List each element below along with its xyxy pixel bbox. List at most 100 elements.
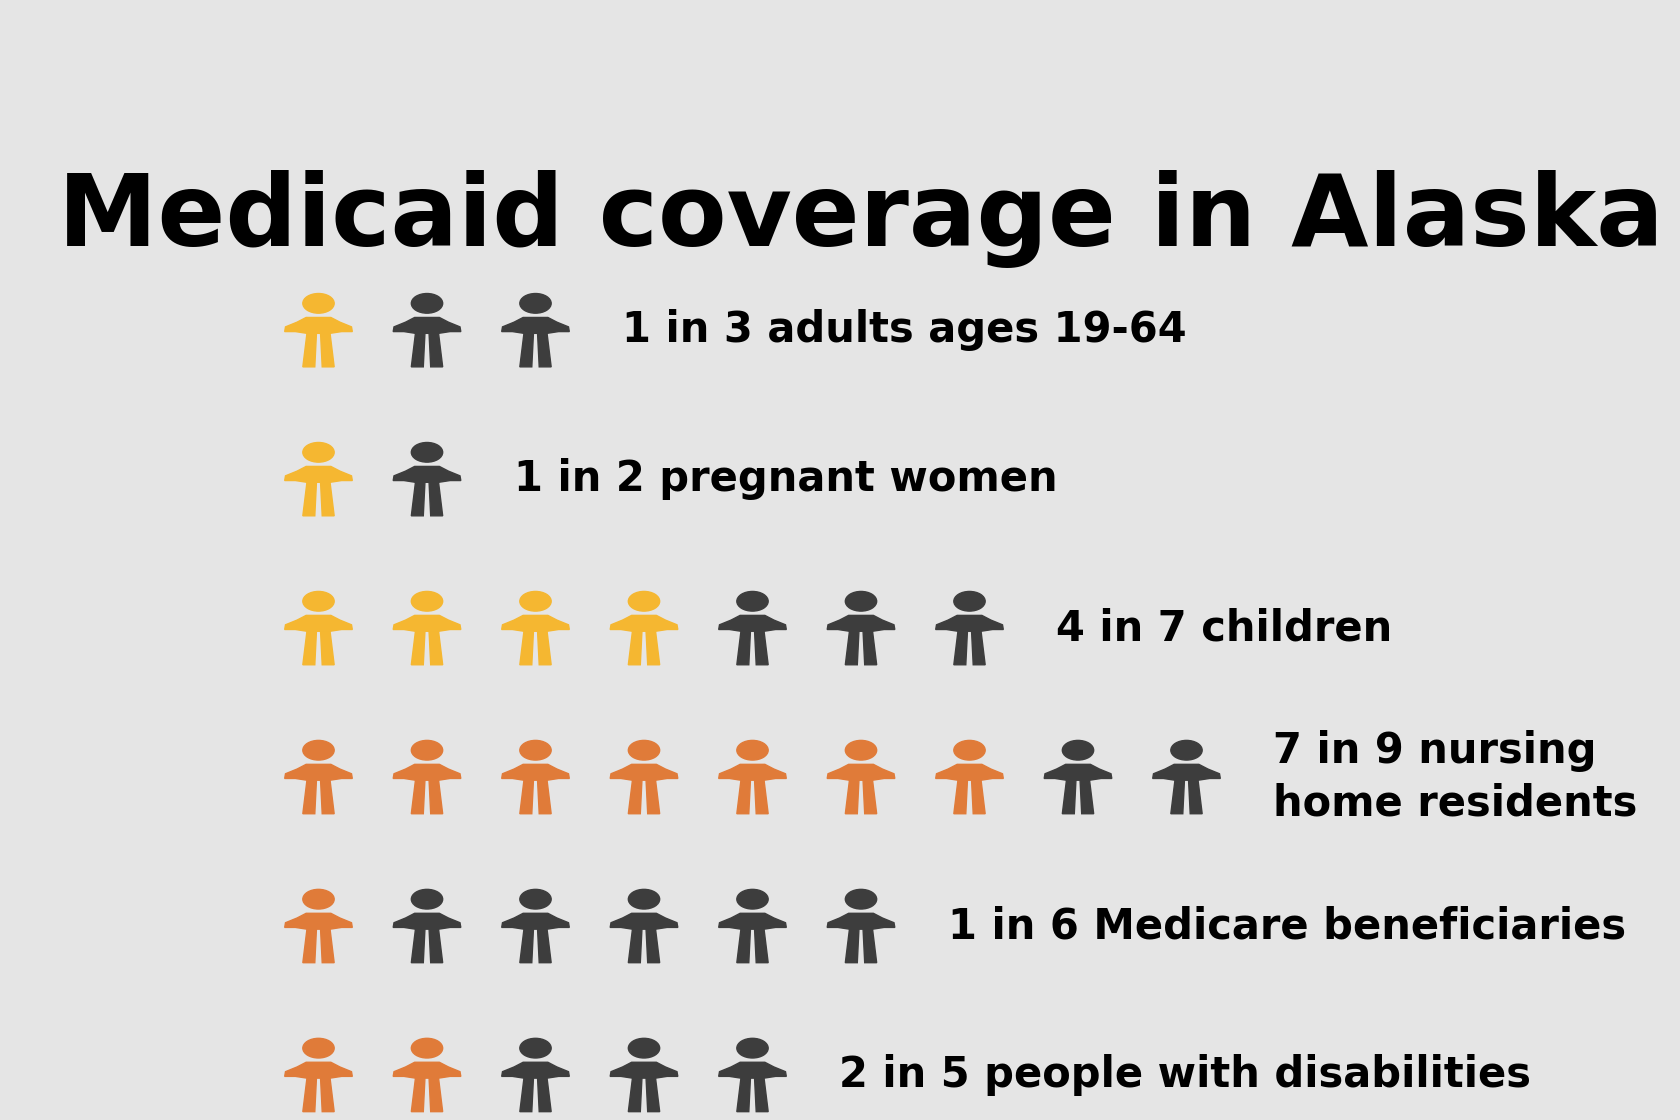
Ellipse shape [845, 591, 877, 612]
Polygon shape [738, 781, 751, 814]
Ellipse shape [519, 889, 551, 909]
Polygon shape [954, 781, 968, 814]
Ellipse shape [302, 442, 334, 463]
Ellipse shape [845, 889, 877, 909]
Polygon shape [284, 615, 353, 632]
Text: Medicaid coverage in Alaska: Medicaid coverage in Alaska [59, 169, 1663, 268]
Polygon shape [393, 913, 460, 930]
Polygon shape [302, 930, 316, 963]
Polygon shape [610, 764, 677, 781]
Polygon shape [519, 781, 534, 814]
Ellipse shape [954, 740, 984, 760]
Ellipse shape [302, 889, 334, 909]
Polygon shape [502, 317, 570, 334]
Ellipse shape [738, 740, 768, 760]
Polygon shape [628, 930, 642, 963]
Polygon shape [519, 334, 534, 367]
Polygon shape [284, 913, 353, 930]
Ellipse shape [519, 740, 551, 760]
Polygon shape [647, 781, 660, 814]
Polygon shape [321, 334, 334, 367]
Text: 1 in 6 Medicare beneficiaries: 1 in 6 Medicare beneficiaries [948, 905, 1626, 948]
Polygon shape [519, 930, 534, 963]
Ellipse shape [519, 293, 551, 314]
Polygon shape [628, 1079, 642, 1112]
Polygon shape [393, 317, 460, 334]
Polygon shape [1080, 781, 1094, 814]
Ellipse shape [628, 889, 660, 909]
Polygon shape [1188, 781, 1203, 814]
Polygon shape [428, 483, 442, 516]
Polygon shape [428, 334, 442, 367]
Text: 7 in 9 nursing
home residents: 7 in 9 nursing home residents [1273, 730, 1638, 824]
Polygon shape [647, 632, 660, 665]
Polygon shape [754, 781, 768, 814]
Polygon shape [827, 764, 895, 781]
Ellipse shape [1062, 740, 1094, 760]
Text: 2 in 5 people with disabilities: 2 in 5 people with disabilities [840, 1054, 1530, 1096]
Polygon shape [1152, 764, 1220, 781]
Ellipse shape [302, 1038, 334, 1058]
Polygon shape [502, 913, 570, 930]
Polygon shape [538, 334, 551, 367]
Polygon shape [754, 930, 768, 963]
Polygon shape [647, 930, 660, 963]
Polygon shape [321, 483, 334, 516]
Polygon shape [647, 1079, 660, 1112]
Polygon shape [628, 781, 642, 814]
Polygon shape [321, 632, 334, 665]
Polygon shape [428, 632, 442, 665]
Polygon shape [538, 930, 551, 963]
Ellipse shape [302, 591, 334, 612]
Polygon shape [428, 1079, 442, 1112]
Ellipse shape [412, 1038, 442, 1058]
Polygon shape [719, 615, 786, 632]
Polygon shape [428, 781, 442, 814]
Ellipse shape [412, 889, 442, 909]
Ellipse shape [519, 1038, 551, 1058]
Polygon shape [936, 764, 1003, 781]
Ellipse shape [628, 591, 660, 612]
Ellipse shape [738, 889, 768, 909]
Polygon shape [1045, 764, 1112, 781]
Polygon shape [302, 1079, 316, 1112]
Polygon shape [412, 1079, 425, 1112]
Polygon shape [936, 615, 1003, 632]
Polygon shape [971, 781, 984, 814]
Polygon shape [393, 466, 460, 483]
Polygon shape [610, 1062, 677, 1079]
Polygon shape [719, 764, 786, 781]
Ellipse shape [412, 740, 442, 760]
Polygon shape [538, 781, 551, 814]
Polygon shape [864, 930, 877, 963]
Ellipse shape [519, 591, 551, 612]
Ellipse shape [412, 442, 442, 463]
Ellipse shape [1171, 740, 1203, 760]
Polygon shape [502, 764, 570, 781]
Polygon shape [754, 1079, 768, 1112]
Polygon shape [864, 781, 877, 814]
Ellipse shape [412, 293, 442, 314]
Polygon shape [412, 781, 425, 814]
Polygon shape [412, 334, 425, 367]
Text: 4 in 7 children: 4 in 7 children [1057, 607, 1393, 650]
Polygon shape [302, 483, 316, 516]
Polygon shape [302, 334, 316, 367]
Polygon shape [1062, 781, 1075, 814]
Ellipse shape [845, 740, 877, 760]
Ellipse shape [302, 293, 334, 314]
Polygon shape [827, 913, 895, 930]
Polygon shape [719, 1062, 786, 1079]
Polygon shape [502, 1062, 570, 1079]
Polygon shape [519, 632, 534, 665]
Polygon shape [321, 930, 334, 963]
Polygon shape [284, 466, 353, 483]
Polygon shape [412, 930, 425, 963]
Ellipse shape [738, 1038, 768, 1058]
Ellipse shape [628, 740, 660, 760]
Polygon shape [610, 913, 677, 930]
Polygon shape [393, 615, 460, 632]
Polygon shape [954, 632, 968, 665]
Polygon shape [284, 764, 353, 781]
Polygon shape [284, 1062, 353, 1079]
